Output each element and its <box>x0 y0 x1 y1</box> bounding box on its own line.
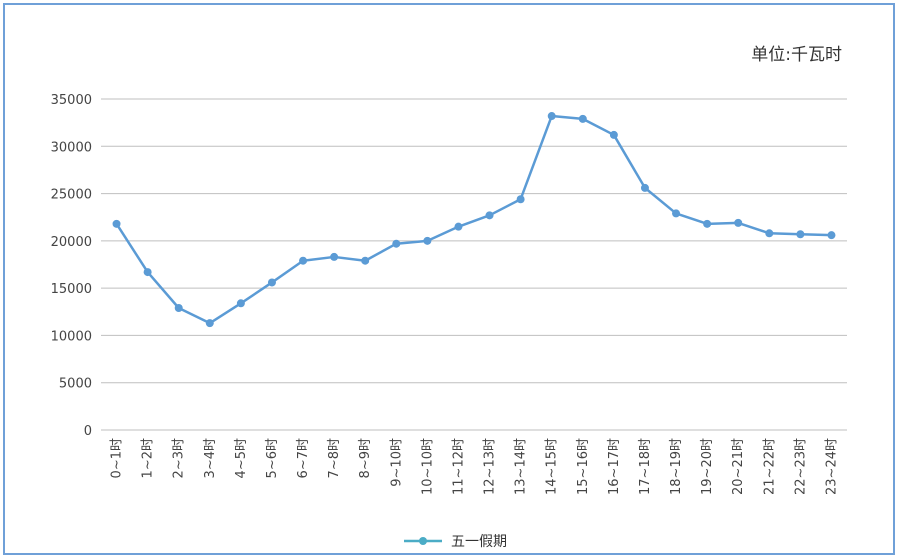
legend: 五一假期 <box>404 534 507 550</box>
data-point <box>174 304 183 313</box>
x-tick-label: 6~7时 <box>296 438 311 478</box>
data-point <box>267 278 276 287</box>
data-point <box>672 209 681 218</box>
x-tick-label: 19~20时 <box>700 438 715 495</box>
data-point <box>609 130 618 139</box>
x-tick-label: 12~13时 <box>483 438 498 495</box>
y-tick-label: 30000 <box>51 140 92 155</box>
legend-label: 五一假期 <box>451 534 507 550</box>
x-tick-label: 15~16时 <box>576 438 591 495</box>
data-point <box>516 195 525 204</box>
x-tick-label: 11~12时 <box>451 438 466 495</box>
y-tick-label: 15000 <box>51 282 92 297</box>
data-point <box>392 239 401 248</box>
y-tick-label: 25000 <box>51 188 92 203</box>
data-point <box>361 256 370 265</box>
x-tick-label: 9~10时 <box>389 438 404 487</box>
data-point <box>827 231 836 240</box>
data-point <box>765 229 774 238</box>
data-point <box>112 219 121 228</box>
x-tick-label: 17~18时 <box>638 438 653 495</box>
y-tick-label: 10000 <box>51 329 92 344</box>
data-point <box>330 252 339 261</box>
y-tick-label: 5000 <box>59 377 92 392</box>
x-tick-label: 2~3时 <box>172 438 187 478</box>
unit-label: 单位:千瓦时 <box>751 45 842 65</box>
x-tick-label: 8~9时 <box>358 438 373 478</box>
data-point <box>547 112 556 121</box>
x-tick-label: 22~23时 <box>793 438 808 495</box>
gridlines <box>101 98 847 431</box>
data-point <box>734 218 743 227</box>
data-point <box>454 222 463 231</box>
legend-marker <box>419 537 427 545</box>
x-tick-label: 20~21时 <box>731 438 746 495</box>
data-point <box>423 236 432 245</box>
x-tick-label: 18~19时 <box>669 438 684 495</box>
data-point <box>485 211 494 220</box>
data-point <box>703 219 712 228</box>
y-tick-label: 35000 <box>51 93 92 108</box>
x-tick-label: 23~24时 <box>824 438 839 495</box>
x-tick-label: 21~22时 <box>762 438 777 495</box>
y-tick-label: 0 <box>84 424 92 439</box>
x-tick-label: 10~10时 <box>420 438 435 495</box>
data-point <box>578 114 587 123</box>
x-tick-label: 14~15时 <box>545 438 560 495</box>
data-point <box>796 230 805 239</box>
x-tick-label: 7~8时 <box>327 438 342 478</box>
y-axis-ticks: 0 5000 10000 15000 20000 25000 30000 35000 <box>51 93 92 439</box>
x-tick-label: 3~4时 <box>203 438 218 478</box>
y-tick-label: 20000 <box>51 235 92 250</box>
data-point <box>299 256 308 265</box>
data-point <box>205 319 214 328</box>
series-line <box>115 114 832 325</box>
x-tick-label: 4~5时 <box>234 438 249 478</box>
x-tick-label: 13~14时 <box>514 438 529 495</box>
x-tick-label: 0~1时 <box>110 438 125 478</box>
x-tick-label: 16~17时 <box>607 438 622 495</box>
x-axis-ticks: 0~1时 1~2时 2~3时 3~4时 4~5时 5~6时 6~7时 7~8时 8~9时 9~10… <box>110 438 840 495</box>
data-point <box>236 299 245 308</box>
x-tick-label: 1~2时 <box>141 438 156 478</box>
chart-frame <box>3 3 895 555</box>
series-layer <box>112 112 836 328</box>
x-tick-label: 5~6时 <box>265 438 280 478</box>
data-point <box>640 183 649 192</box>
data-point <box>143 268 152 277</box>
